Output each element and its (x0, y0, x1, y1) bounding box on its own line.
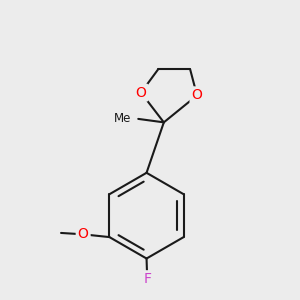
Text: O: O (192, 88, 203, 102)
Text: O: O (136, 85, 146, 100)
Text: Me: Me (114, 112, 131, 125)
Text: F: F (143, 272, 151, 286)
Text: O: O (78, 227, 88, 241)
